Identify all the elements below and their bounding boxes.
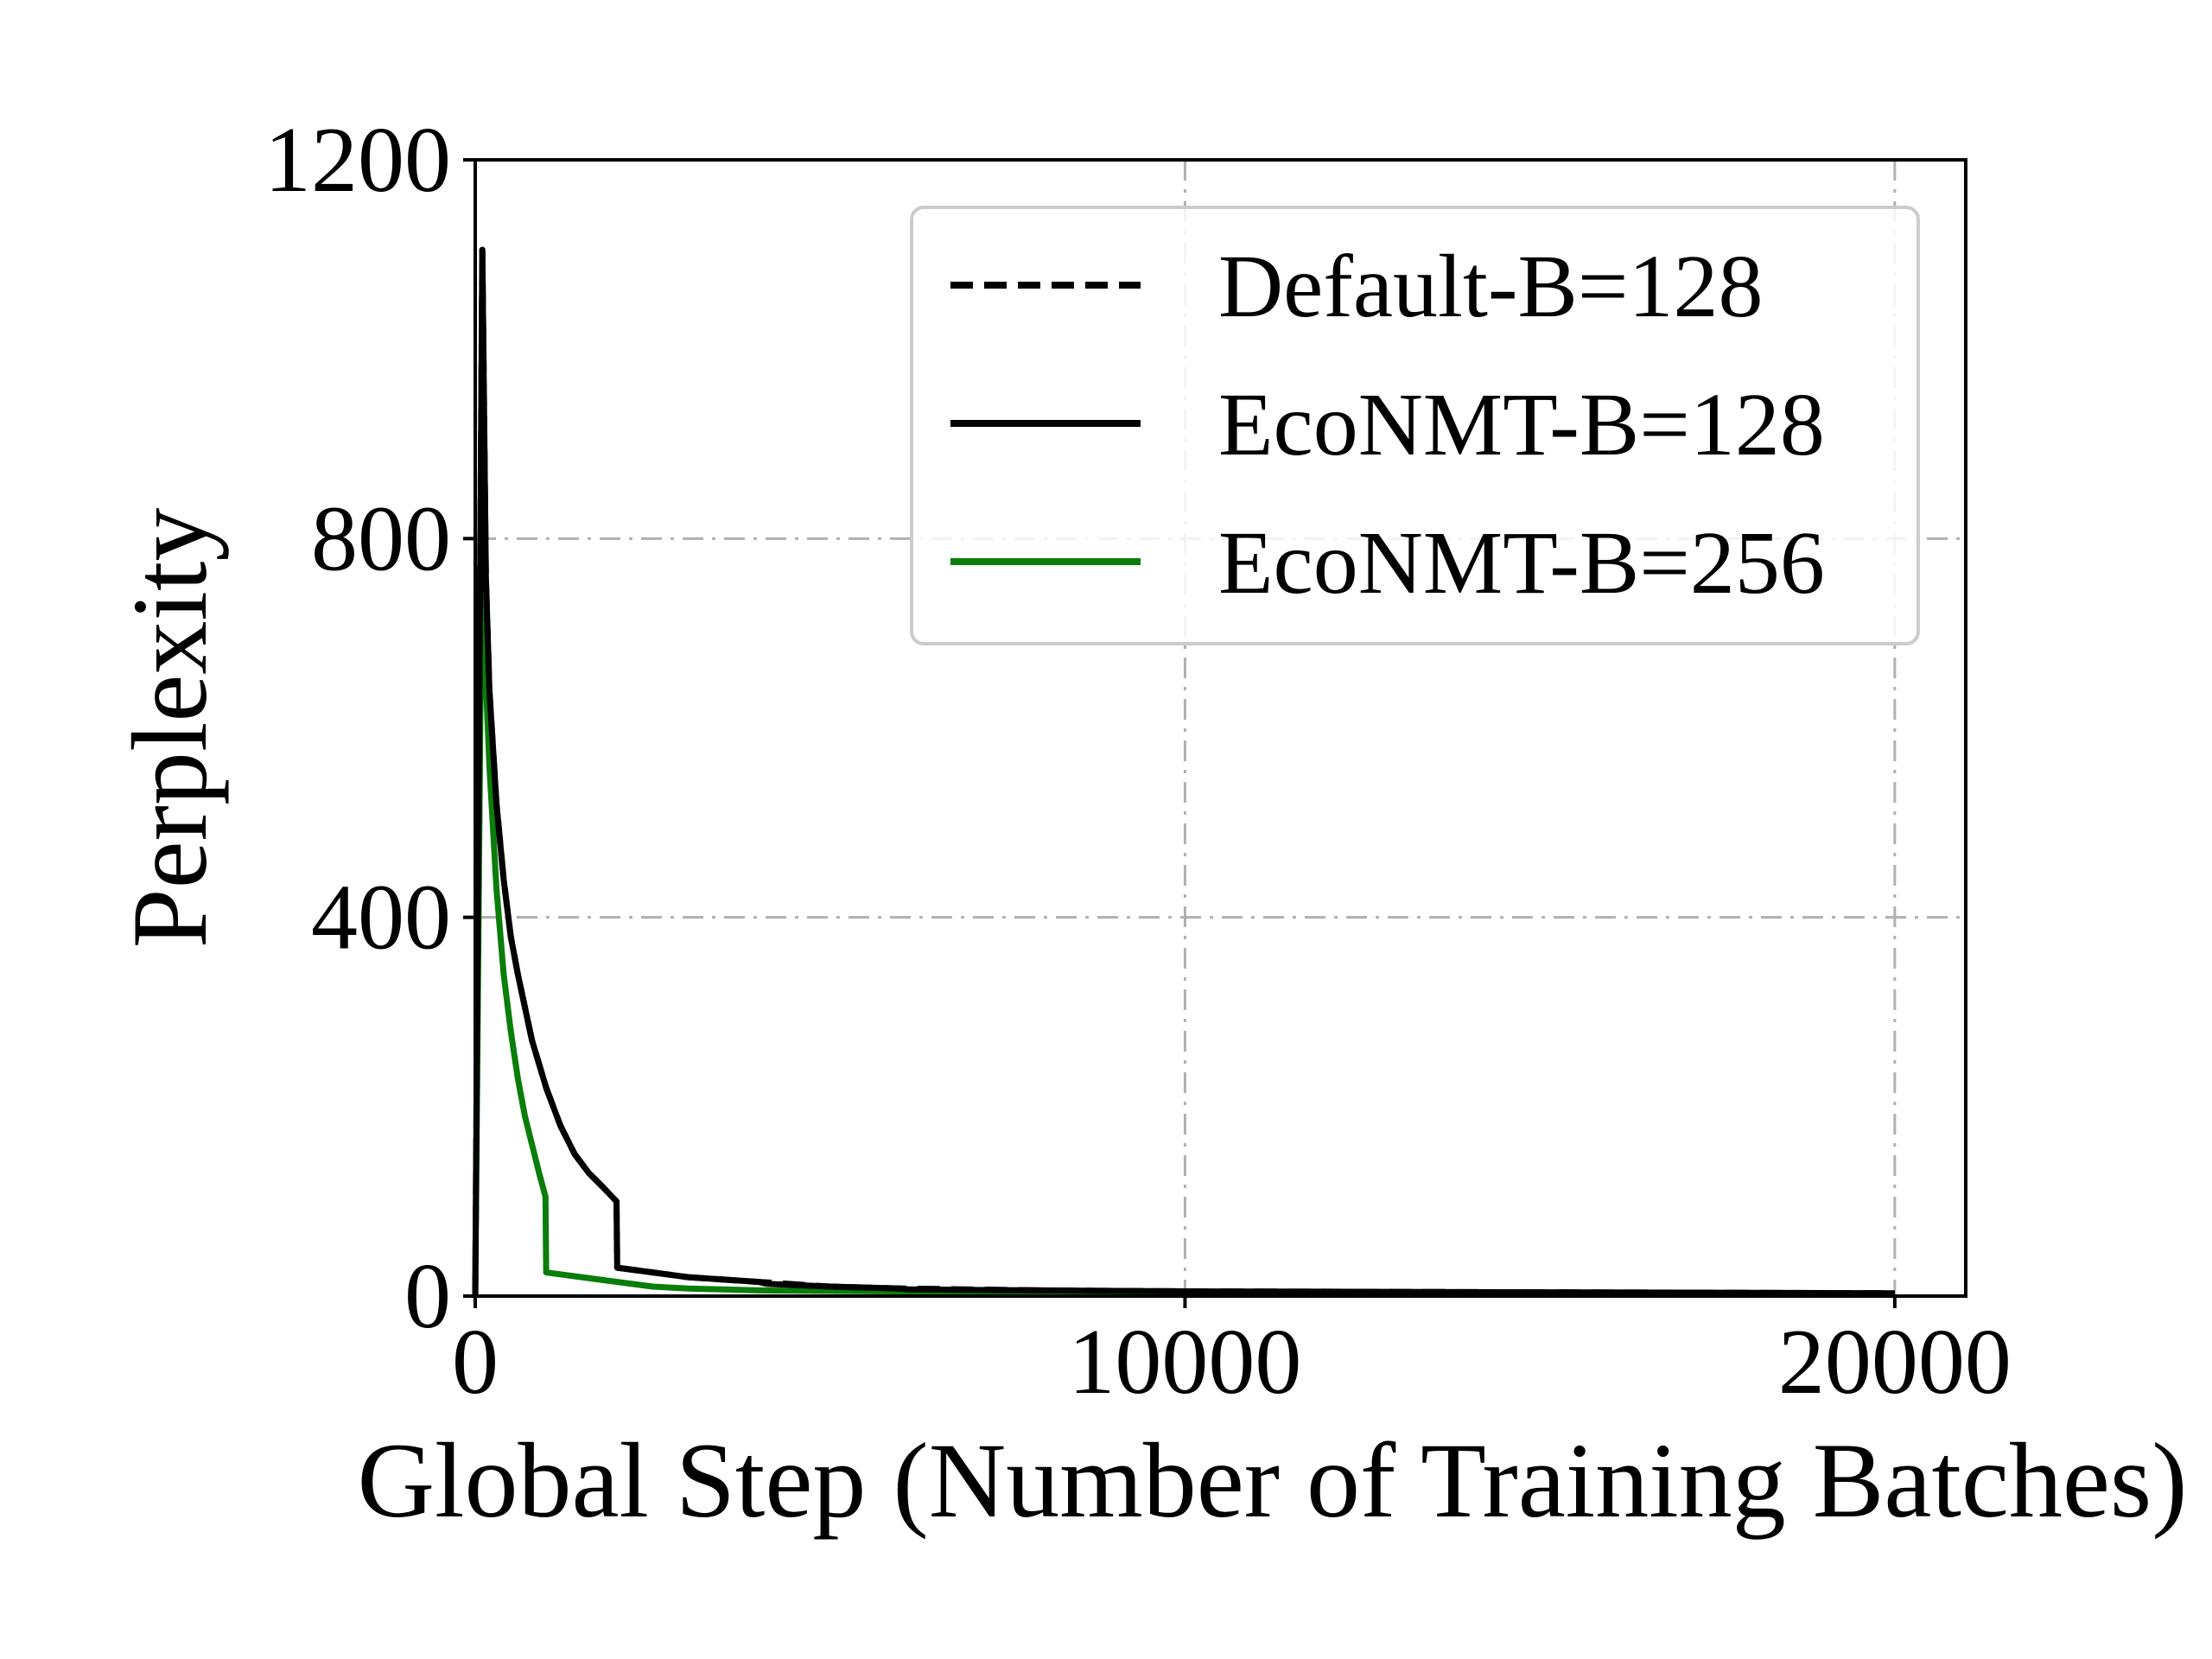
y-axis-title: Perplexity (111, 508, 229, 949)
series-lines (472, 246, 1895, 1297)
legend-label-0: Default-B=128 (1218, 237, 1764, 336)
legend: Default-B=128 EcoNMT-B=128 EcoNMT-B=256 (910, 206, 1920, 645)
legend-label-2: EcoNMT-B=256 (1218, 513, 1825, 613)
y-tick-label-1: 400 (311, 867, 451, 969)
x-tick-label-0: 0 (452, 1311, 499, 1414)
plot-frame (474, 158, 1967, 1298)
y-tick-label-2: 800 (311, 487, 451, 590)
x-tick-label-2: 20000 (1778, 1311, 2012, 1414)
legend-items: Default-B=128 EcoNMT-B=128 EcoNMT-B=256 (950, 237, 1825, 613)
axis-ticks: 0 10000 20000 0 400 800 1200 (264, 109, 2012, 1414)
legend-box (910, 206, 1920, 645)
legend-label-1: EcoNMT-B=128 (1218, 375, 1825, 474)
x-tick-label-1: 10000 (1068, 1311, 1301, 1414)
x-axis-title: Global Step (Number of Training Batches) (357, 1421, 2187, 1540)
series-line-0 (472, 246, 1895, 1297)
series-line-2 (472, 488, 1185, 1297)
y-tick-label-3: 1200 (264, 109, 451, 212)
y-tick-label-0: 0 (404, 1245, 451, 1348)
